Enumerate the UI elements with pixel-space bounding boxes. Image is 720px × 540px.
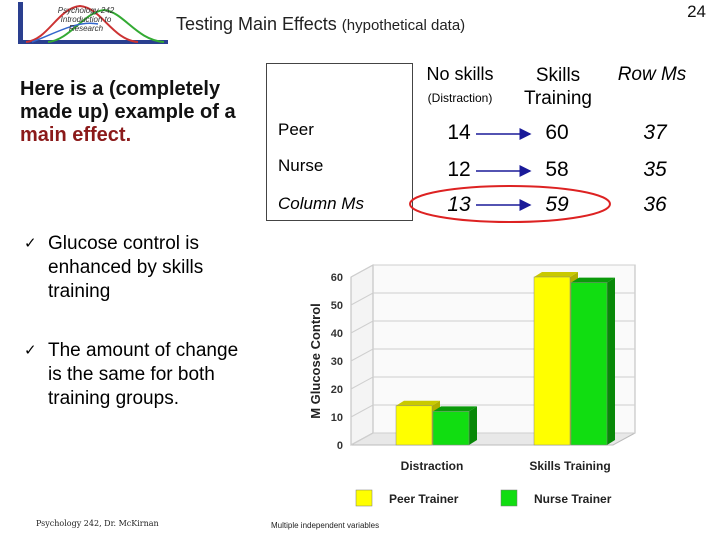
y-tick-label: 20 [331, 384, 343, 396]
bar-top [433, 406, 477, 412]
y-axis-label: M Glucose Control [308, 303, 323, 419]
gridline [350, 264, 635, 278]
column-header-no-skills: No skills (Distraction) [412, 64, 508, 105]
cell-peer-skills: 60 [545, 121, 569, 144]
cell-column-mean-skills: 59 [545, 193, 569, 216]
column-header-distraction: (Distraction) [427, 91, 493, 105]
y-tick-label: 40 [331, 328, 343, 340]
title-main: Testing Main Effects [176, 14, 337, 34]
y-tick-label: 60 [331, 272, 343, 284]
x-category-label: Distraction [401, 459, 464, 473]
column-header-skills-training: Skills Training [524, 65, 592, 109]
bar-nurse-trainer [570, 282, 608, 446]
bar-side [469, 406, 477, 445]
x-category-label: Skills Training [529, 459, 610, 473]
row-label-nurse: Nurse [278, 156, 324, 175]
bar-top [534, 272, 578, 277]
course-logo [18, 2, 168, 44]
cell-nurse-row-mean: 35 [643, 158, 667, 181]
logo-text: Psychology 242 Introduction to Research [57, 6, 115, 33]
column-header-no-skills-label: No skills [426, 64, 494, 84]
legend-label: Peer Trainer [389, 492, 459, 506]
cell-nurse-skills: 58 [545, 158, 569, 181]
cell-nurse-no-skills: 12 [447, 158, 471, 181]
checkmark-icon: ✓ [24, 235, 37, 252]
highlight-ellipse [409, 185, 611, 223]
legend-label: Nurse Trainer [534, 492, 612, 506]
legend-swatch [355, 489, 373, 507]
main-text: Here is a (completely made up) example o… [20, 78, 260, 147]
cell-peer-row-mean: 37 [643, 121, 667, 144]
row-label-box [266, 63, 413, 221]
bar-peer-trainer [395, 405, 433, 446]
bullet-text: Glucose control is enhanced by skills tr… [48, 233, 204, 302]
row-label-peer: Peer [278, 120, 314, 139]
checkmark-icon: ✓ [24, 342, 37, 359]
bullet-item: ✓ Glucose control is enhanced by skills … [24, 232, 244, 304]
legend-swatch [500, 489, 518, 507]
bar-side [607, 277, 615, 445]
cell-column-mean-no-skills: 13 [447, 193, 471, 216]
bar-top [571, 277, 615, 283]
cell-grand-mean: 36 [643, 193, 667, 216]
bar-nurse-trainer [432, 411, 470, 446]
bar-top [396, 400, 440, 406]
bar-chart: 0 10 20 30 40 50 60 M Glucose Control Distractio… [308, 264, 636, 507]
column-header-row-means: Row Ms [617, 64, 687, 85]
main-text-emphasis: main effect. [20, 124, 132, 146]
bar-peer-trainer [533, 276, 571, 446]
y-tick-label: 50 [331, 300, 343, 312]
y-tick-label: 10 [331, 412, 343, 424]
page-number: 24 [687, 2, 706, 21]
footer-topic: Multiple independent variables [271, 521, 380, 530]
y-tick-label: 30 [331, 356, 343, 368]
bullet-text: The amount of change is the same for bot… [48, 340, 239, 409]
cell-peer-no-skills: 14 [447, 121, 471, 144]
slide-title: Testing Main Effects (hypothetical data) [176, 14, 465, 35]
bullet-item: ✓ The amount of change is the same for b… [24, 339, 244, 411]
row-label-column-means: Column Ms [278, 194, 364, 213]
title-subtitle: (hypothetical data) [341, 17, 466, 34]
main-text-intro: Here is a (completely made up) example o… [20, 78, 236, 123]
footer-course: Psychology 242, Dr. McKirnan [36, 519, 159, 528]
y-tick-label: 0 [337, 440, 343, 452]
